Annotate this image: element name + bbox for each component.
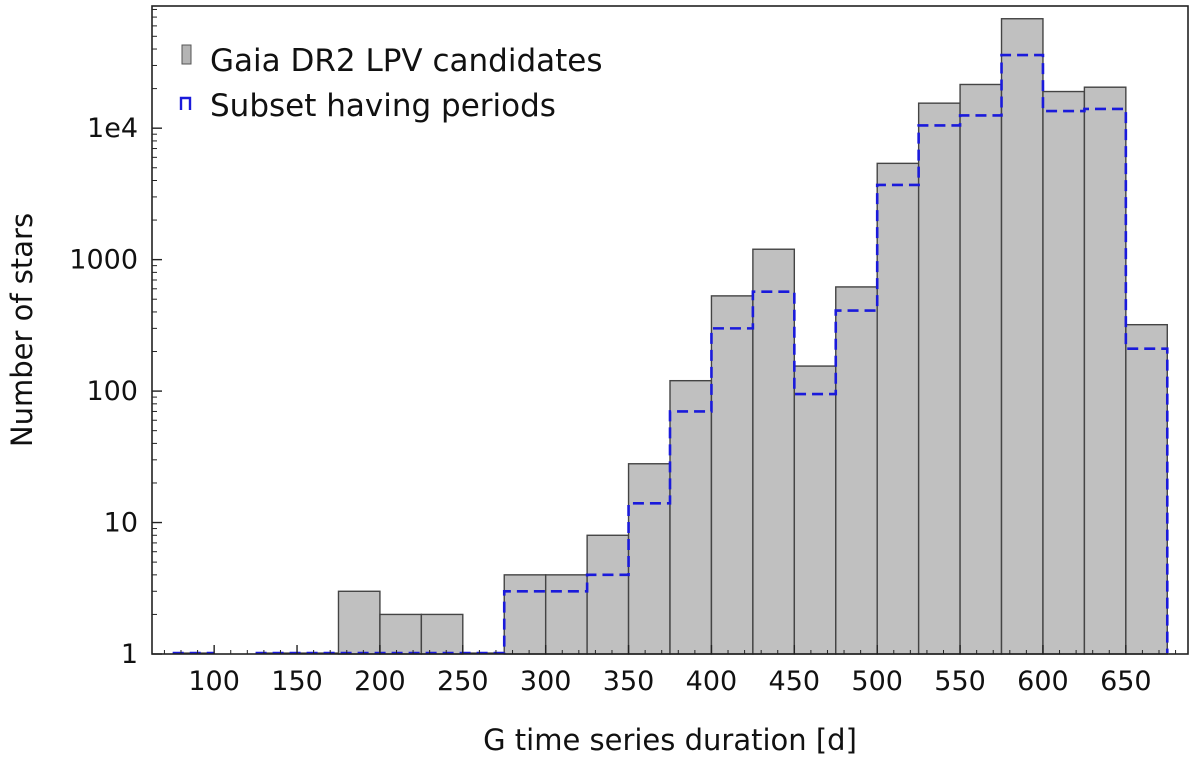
x-tick-label: 450 xyxy=(769,666,821,697)
x-tick-label: 250 xyxy=(437,666,489,697)
bar-candidates xyxy=(1083,86,1127,655)
bar-candidates xyxy=(710,295,754,655)
y-tick-label: 1e4 xyxy=(87,113,138,144)
x-tick-label: 300 xyxy=(520,666,572,697)
bar-candidates xyxy=(1125,323,1168,655)
x-axis-title: G time series duration [d] xyxy=(483,723,857,757)
x-tick-label: 500 xyxy=(851,666,903,697)
x-tick-label: 650 xyxy=(1100,666,1152,697)
legend-swatch-candidates xyxy=(181,44,192,65)
legend-label-periods: Subset having periods xyxy=(210,88,556,124)
bar-candidates xyxy=(544,574,588,655)
plot-frame xyxy=(151,5,1189,655)
x-tick-label: 100 xyxy=(188,666,240,697)
x-tick-label: 400 xyxy=(686,666,738,697)
legend-label-candidates: Gaia DR2 LPV candidates xyxy=(210,43,603,79)
x-tick-label: 550 xyxy=(934,666,986,697)
legend-swatch-periods xyxy=(179,96,192,110)
bar-candidates xyxy=(1042,90,1086,655)
x-tick-label: 200 xyxy=(354,666,406,697)
y-tick-label: 10 xyxy=(104,508,138,539)
bars-layer xyxy=(172,18,1168,655)
periods-step-layer xyxy=(172,53,1169,655)
bar-candidates xyxy=(752,248,796,655)
bar-candidates xyxy=(835,286,878,655)
bar-candidates xyxy=(627,463,671,655)
x-ticks: 100 150 200 250 300 350 400 450 500 550 600 650 xyxy=(163,645,1177,697)
x-tick-label: 150 xyxy=(271,666,323,697)
bar-candidates xyxy=(793,365,837,655)
legend: Gaia DR2 LPV candidates Subset having pe… xyxy=(179,43,603,124)
y-axis-title: Number of stars xyxy=(5,213,39,447)
x-tick-label: 600 xyxy=(1017,666,1069,697)
bar-candidates xyxy=(586,534,630,655)
x-tick-label: 350 xyxy=(603,666,655,697)
bar-candidates xyxy=(420,613,464,655)
bar-candidates xyxy=(337,590,381,655)
bar-candidates xyxy=(379,613,423,655)
bar-candidates xyxy=(1000,18,1044,655)
y-tick-label: 1000 xyxy=(69,245,138,276)
y-tick-label: 100 xyxy=(86,376,138,407)
bar-candidates xyxy=(917,102,961,655)
bar-candidates xyxy=(669,379,713,655)
bar-candidates xyxy=(876,162,920,655)
bar-candidates xyxy=(959,83,1003,655)
y-tick-label: 1 xyxy=(121,639,138,670)
bar-candidates xyxy=(503,574,547,655)
y-ticks: 1 10 100 1000 1e4 xyxy=(69,8,162,670)
